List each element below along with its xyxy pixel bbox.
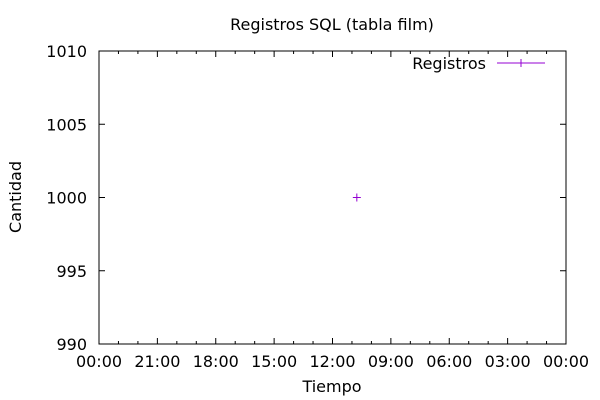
y-axis: 990 995 1000 1005 1010 [46, 42, 566, 354]
x-tick-label: 15:00 [251, 352, 297, 371]
x-tick-label: 12:00 [309, 352, 355, 371]
legend-marker [517, 59, 525, 67]
plot-area-border [98, 50, 567, 345]
x-tick-label: 00:00 [76, 352, 122, 371]
data-point [352, 193, 361, 202]
y-tick-label: 1005 [46, 115, 87, 134]
x-tick-label: 18:00 [193, 352, 239, 371]
y-tick-label: 995 [56, 262, 87, 281]
x-tick-label: 21:00 [134, 352, 180, 371]
x-tick-label: 00:00 [543, 352, 589, 371]
x-tick-label: 06:00 [426, 352, 472, 371]
legend: Registros [412, 54, 545, 73]
x-axis-label: Tiempo [301, 377, 361, 396]
y-tick-label: 1010 [46, 42, 87, 61]
chart-title: Registros SQL (tabla film) [230, 15, 434, 34]
y-tick-label: 990 [56, 335, 87, 354]
legend-label: Registros [412, 54, 486, 73]
series-points [352, 193, 361, 202]
y-tick-label: 1000 [46, 189, 87, 208]
x-tick-label: 03:00 [485, 352, 531, 371]
x-tick-label: 09:00 [368, 352, 414, 371]
y-axis-label: Cantidad [6, 161, 25, 233]
x-axis: 00:00 21:00 18:00 15:00 12:00 09:00 06:00 03:00… [76, 51, 589, 371]
